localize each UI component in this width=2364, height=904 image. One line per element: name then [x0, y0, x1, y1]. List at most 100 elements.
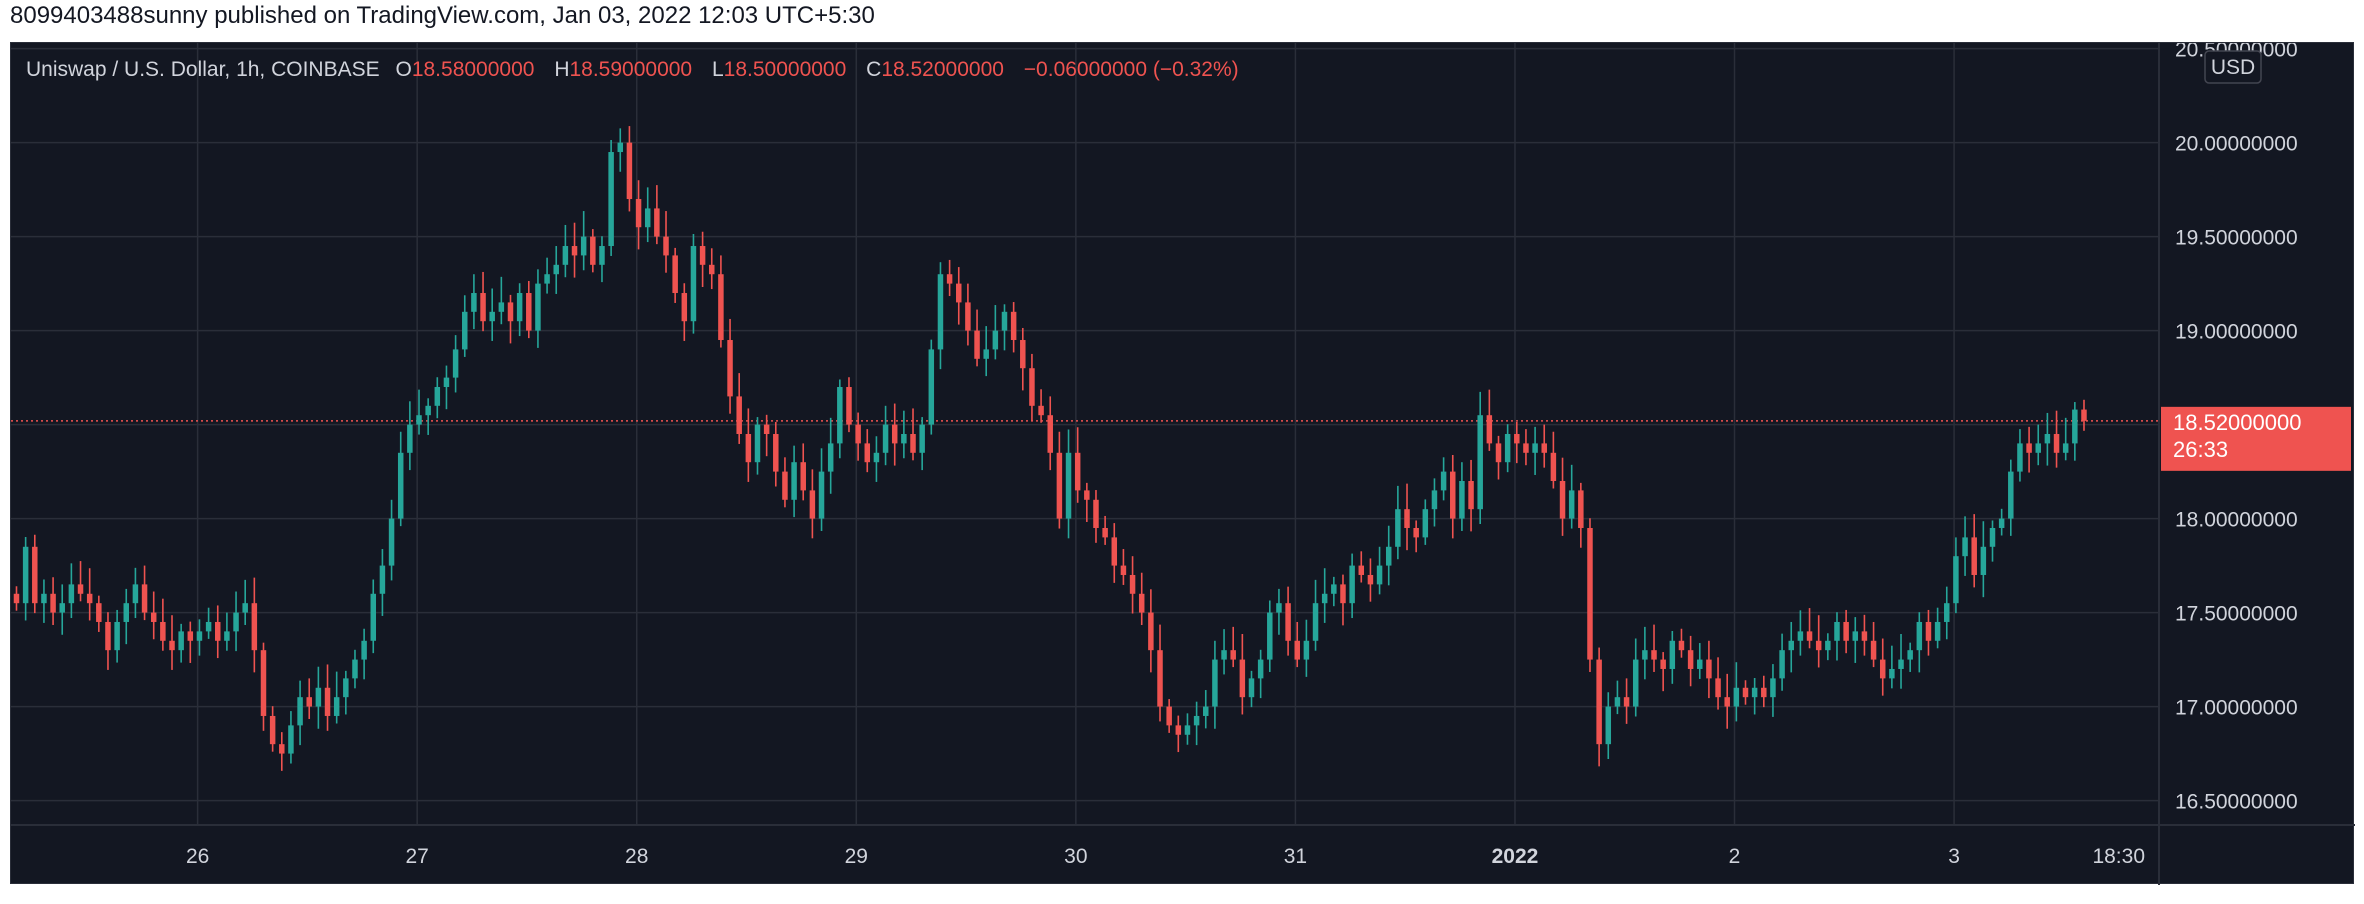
candle-body — [846, 387, 852, 425]
candle-body — [333, 697, 340, 716]
candle-body — [1331, 584, 1337, 594]
candle-body — [718, 274, 724, 341]
currency-label: USD — [2211, 56, 2255, 79]
candle-body — [41, 593, 47, 604]
candle-body — [901, 434, 907, 444]
candle-body — [1642, 650, 1648, 660]
candle-body — [1861, 631, 1868, 641]
candle-body — [1578, 490, 1584, 528]
candle-body — [1916, 621, 1923, 651]
candle-body — [553, 264, 559, 275]
candle-body — [1962, 537, 1968, 557]
candle-body — [1248, 678, 1255, 698]
candle-body — [1047, 415, 1053, 453]
candle-body — [2044, 434, 2051, 444]
candle-body — [754, 424, 761, 463]
candle-body — [1660, 659, 1666, 669]
candle-body — [1193, 715, 1200, 726]
time-tick-label: 2 — [1729, 845, 1741, 868]
candle-body — [1138, 593, 1145, 613]
candle-body — [407, 424, 413, 453]
candle-body — [425, 405, 431, 416]
high-key: H — [554, 58, 570, 81]
time-tick-label: 18:30 — [2092, 845, 2145, 868]
candle-body — [773, 434, 779, 472]
candle-body — [324, 687, 331, 716]
candle-body — [974, 330, 980, 359]
candle-body — [1669, 640, 1676, 669]
candle-body — [626, 142, 633, 200]
candle-body — [1074, 452, 1081, 491]
candle-body — [590, 236, 596, 265]
candle-body — [1010, 311, 1017, 341]
candle-body — [123, 603, 130, 622]
candle-body — [1312, 603, 1319, 641]
candle-body — [1203, 706, 1209, 716]
candle-body — [1770, 678, 1776, 698]
candle-body — [663, 236, 669, 256]
candle-body — [928, 349, 935, 425]
grid-lines — [11, 43, 2159, 825]
candle-body — [1257, 659, 1264, 679]
candle-body — [699, 246, 706, 265]
candle-body — [1440, 471, 1447, 491]
candle-body — [2035, 443, 2041, 453]
open-key: O — [395, 58, 412, 81]
candle-body — [736, 396, 742, 434]
candle-body — [1806, 631, 1813, 641]
change-value: −0.06000000 (−0.32%) — [1023, 58, 1239, 81]
candle-body — [1340, 584, 1346, 604]
time-axis[interactable]: 26 27 28 29 30 31 2022 2 3 18:30 — [186, 845, 2145, 868]
price-tick-label: 19.00000000 — [2175, 321, 2298, 344]
attribution-text: 8099403488sunny published on TradingView… — [10, 2, 875, 29]
candle-body — [114, 621, 120, 651]
candle-body — [1459, 480, 1465, 519]
candle-body — [571, 246, 578, 256]
candle-body — [370, 593, 377, 641]
candle-body — [1733, 687, 1740, 707]
candle-body — [1230, 650, 1236, 660]
candle-body — [352, 659, 358, 679]
candle-body — [50, 593, 56, 613]
candle-body — [1934, 621, 1941, 641]
candle-body — [516, 293, 523, 322]
candle-body — [635, 199, 642, 228]
countdown-label: 26:33 — [2173, 437, 2228, 462]
candle-body — [2072, 409, 2078, 444]
candle-body — [873, 452, 880, 463]
symbol-title[interactable]: Uniswap / U.S. Dollar, 1h, COINBASE — [26, 58, 380, 81]
candle-body — [1166, 706, 1172, 726]
candle-body — [1029, 368, 1035, 406]
candle-body — [1129, 574, 1136, 594]
candle-body — [1514, 434, 1520, 444]
candle-body — [763, 424, 770, 434]
candle-body — [1157, 650, 1163, 707]
candle-body — [1294, 640, 1300, 660]
candle-body — [1550, 452, 1557, 481]
candle-body — [1953, 556, 1959, 604]
chart-panel[interactable]: 16.50000000 17.00000000 17.50000000 18.0000… — [10, 42, 2355, 885]
candle-body — [855, 424, 861, 444]
candle-body — [1276, 603, 1282, 613]
currency-badge[interactable]: USD — [2204, 50, 2262, 84]
candle-body — [1879, 659, 1886, 679]
candle-body — [919, 424, 925, 453]
candle-body — [891, 424, 898, 444]
candle-body — [507, 302, 514, 322]
time-tick-label: 3 — [1948, 845, 1960, 868]
candlestick-chart[interactable]: 16.50000000 17.00000000 17.50000000 18.0000… — [11, 43, 2355, 885]
candle-body — [1980, 546, 1987, 575]
candle-body — [1751, 687, 1758, 698]
candle-body — [397, 452, 404, 519]
candle-body — [608, 152, 614, 247]
candle-body — [1477, 415, 1483, 510]
candle-body — [1697, 659, 1703, 669]
candle-body — [1148, 612, 1154, 651]
candles — [13, 126, 2087, 771]
candle-body — [864, 443, 871, 463]
candle-body — [1989, 527, 1996, 547]
candle-body — [1870, 640, 1877, 660]
candle-body — [443, 377, 450, 388]
candle-body — [1971, 537, 1977, 575]
candle-body — [1605, 706, 1612, 745]
